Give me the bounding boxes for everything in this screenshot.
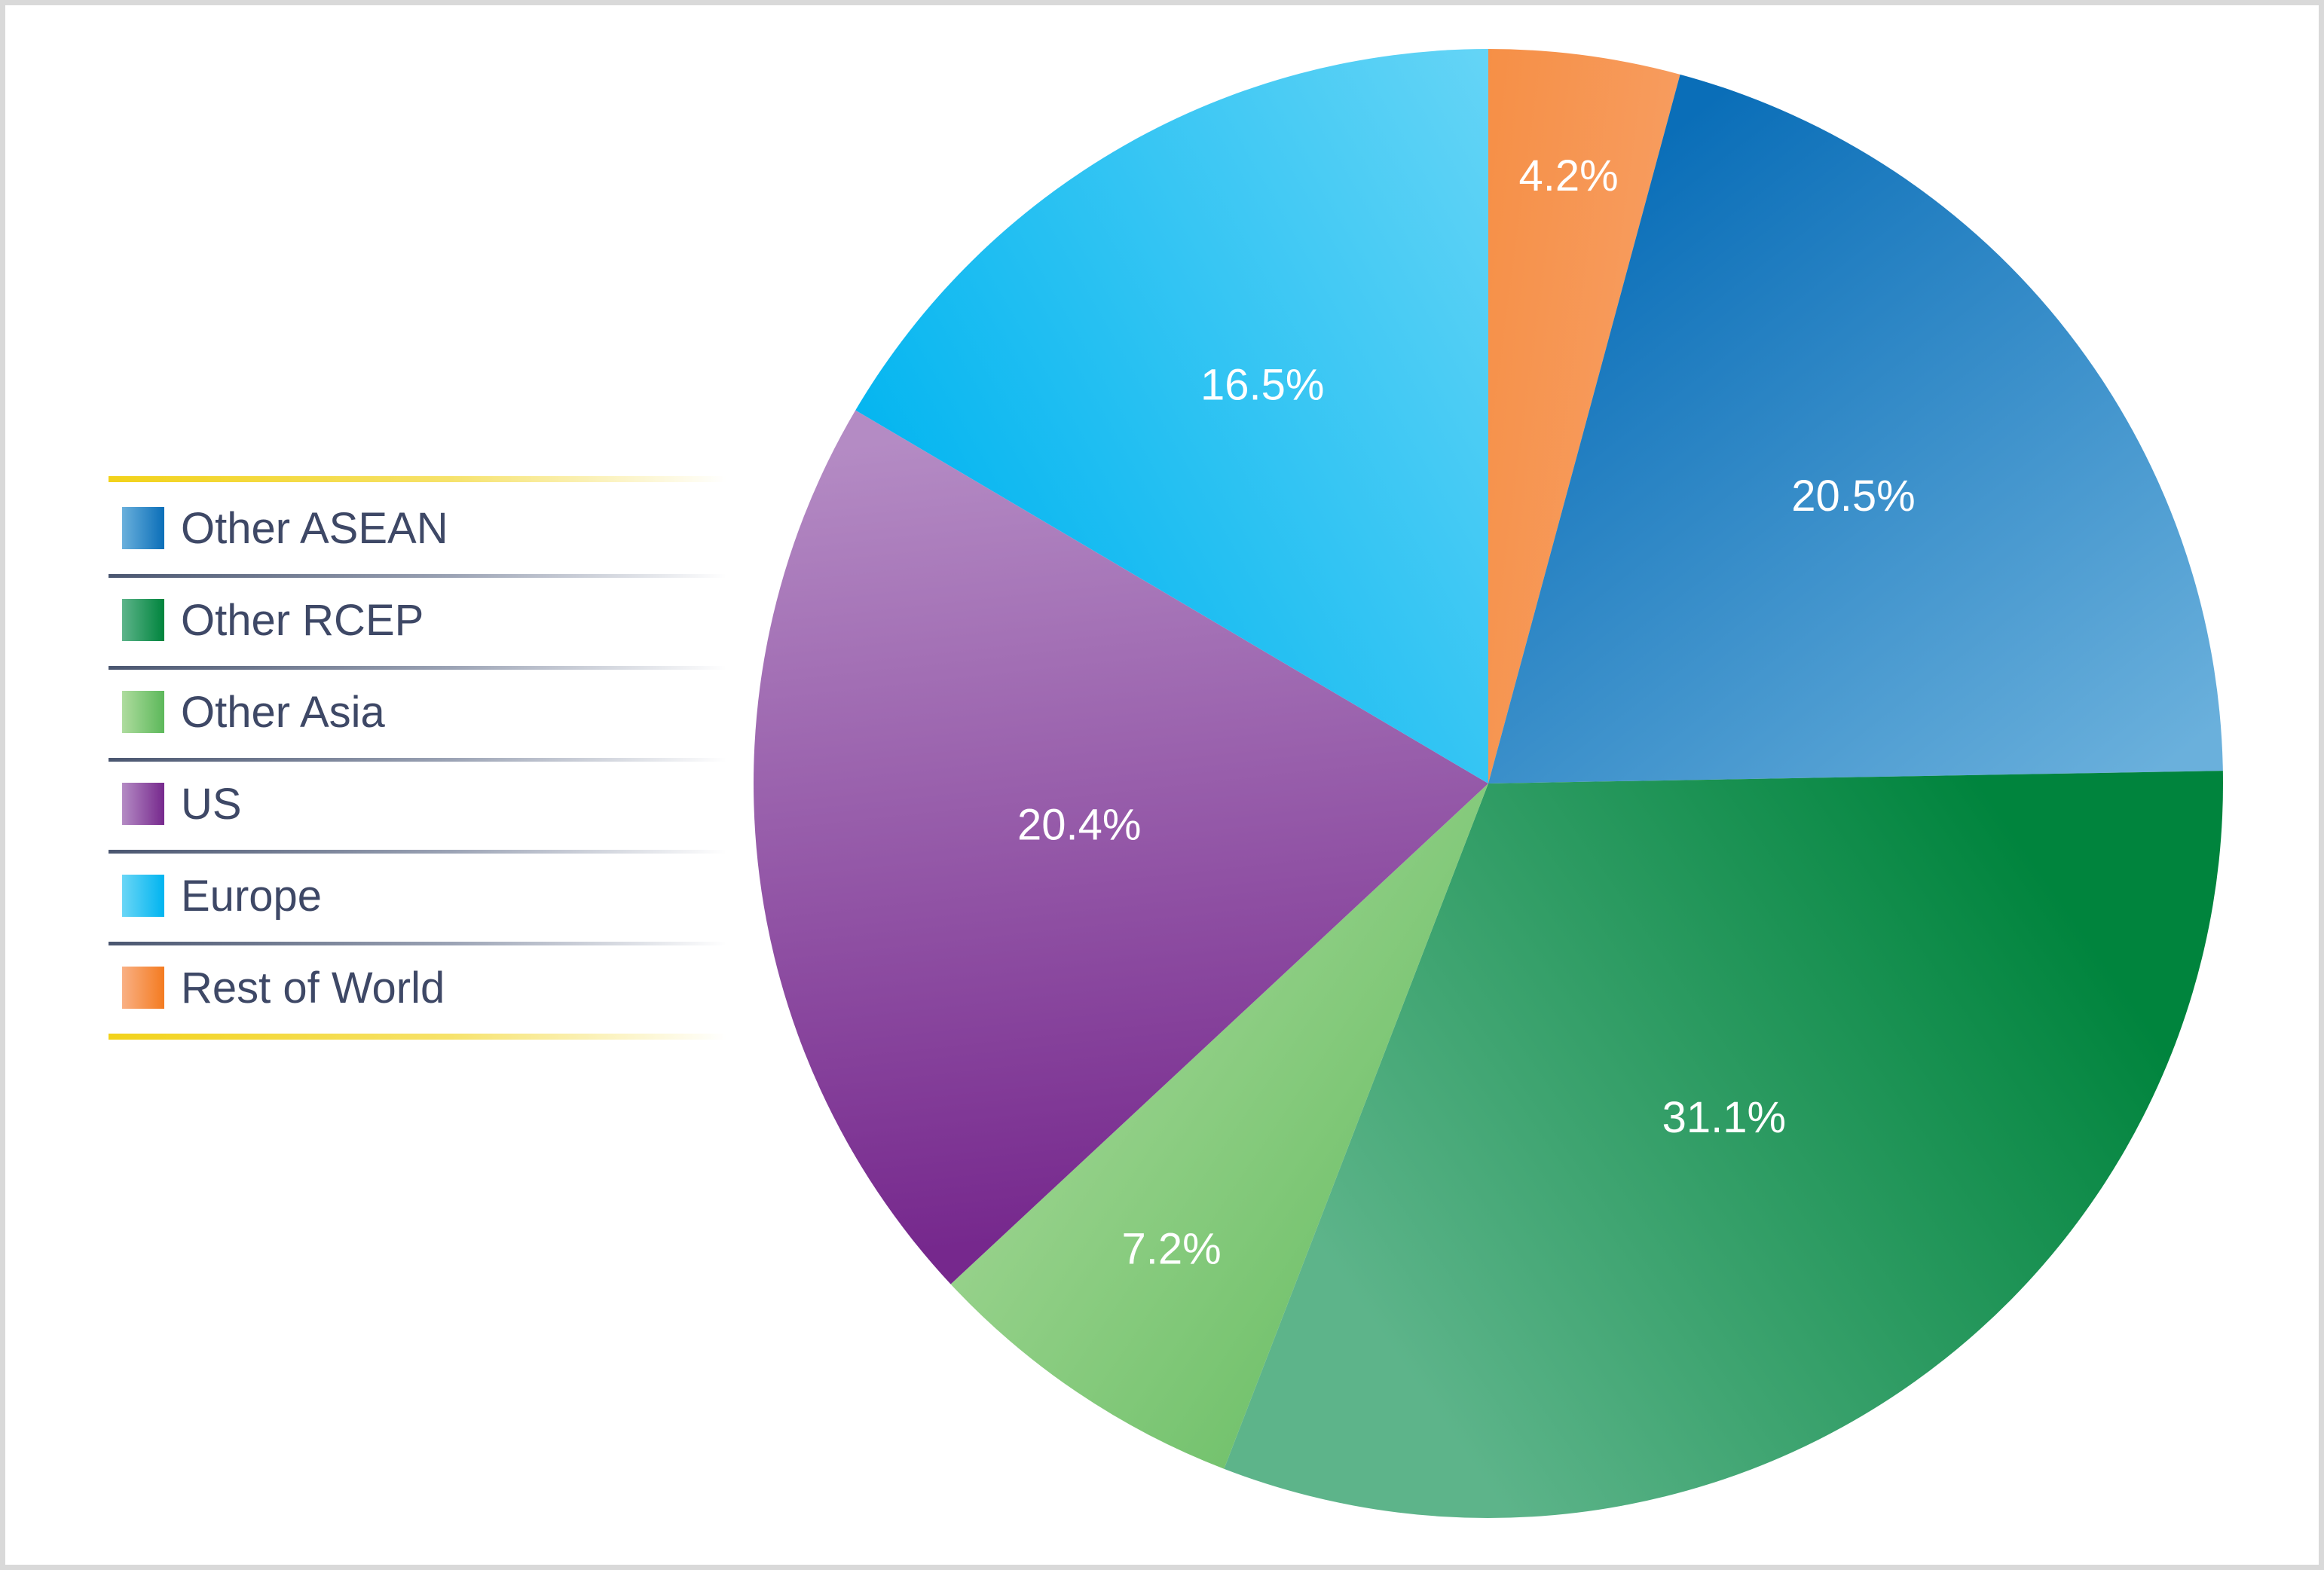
slice-label-europe: 16.5% (1200, 360, 1324, 409)
legend-swatch-other-asia (122, 691, 164, 733)
legend-label-rest-of-world: Rest of World (181, 963, 445, 1013)
legend-swatch-us (122, 783, 164, 825)
legend-swatch-other-rcep (122, 599, 164, 641)
pie-slice-us (753, 410, 1488, 1284)
legend-item-other-rcep: Other RCEP (109, 574, 726, 666)
pie-slice-other-rcep (1224, 771, 2224, 1519)
legend-swatch-rest-of-world (122, 967, 164, 1009)
legend-top-rule (109, 476, 726, 482)
legend-item-other-asean: Other ASEAN (109, 482, 726, 574)
legend-item-other-asia: Other Asia (109, 666, 726, 758)
pie-slices (753, 49, 2224, 1519)
pie-slice-other-asean (1488, 74, 2223, 783)
legend-label-other-rcep: Other RCEP (181, 595, 424, 645)
slice-label-other-rcep: 31.1% (1662, 1093, 1786, 1142)
pie-slice-other-asia (950, 783, 1488, 1469)
legend-label-other-asia: Other Asia (181, 687, 385, 737)
legend-swatch-europe (122, 875, 164, 917)
legend-item-us: US (109, 758, 726, 850)
legend-label-us: US (181, 779, 242, 829)
chart-legend: Other ASEAN Other RCEP Other Asia US Eur… (109, 476, 726, 1040)
slice-label-us: 20.4% (1017, 800, 1141, 849)
slice-label-other-asean: 20.5% (1791, 472, 1915, 521)
legend-label-europe: Europe (181, 871, 323, 921)
legend-item-rest-of-world: Rest of World (109, 942, 726, 1034)
legend-swatch-other-asean (122, 507, 164, 549)
pie-slice-rest-of-world (1488, 49, 1680, 783)
slice-label-rest-of-world: 4.2% (1518, 151, 1618, 200)
legend-label-other-asean: Other ASEAN (181, 503, 448, 553)
legend-bottom-rule (109, 1034, 726, 1040)
pie-slice-europe (855, 49, 1488, 783)
pie-labels: 4.2% 20.5% 31.1% 7.2% 20.4% 16.5% (1017, 151, 1916, 1273)
legend-item-europe: Europe (109, 850, 726, 942)
slice-label-other-asia: 7.2% (1121, 1224, 1221, 1273)
